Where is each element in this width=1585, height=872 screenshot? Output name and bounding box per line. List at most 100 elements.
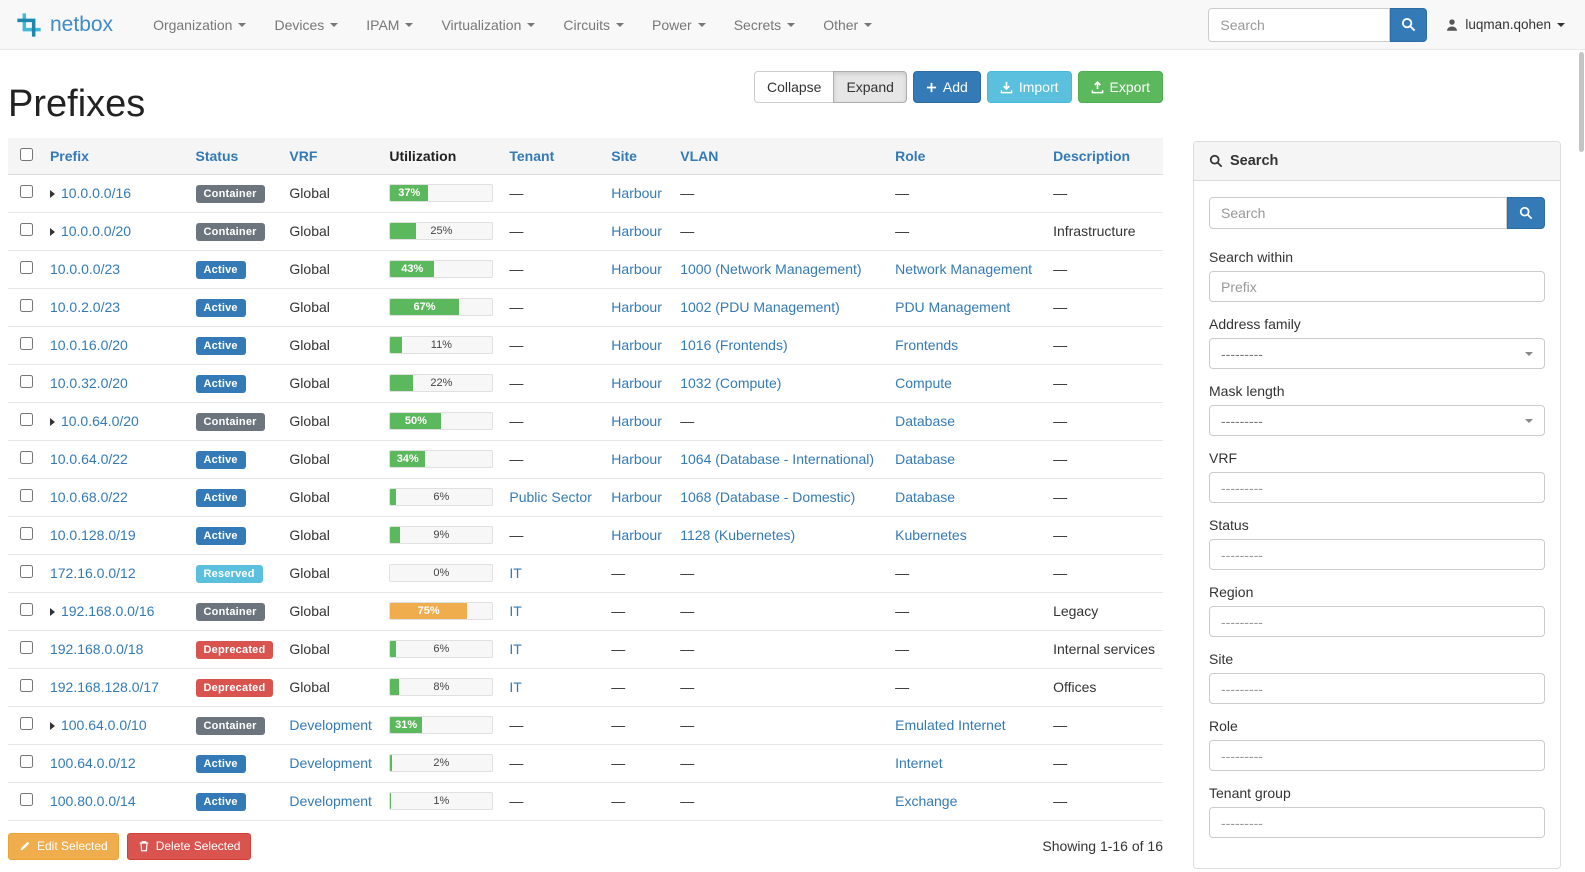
tenant-link[interactable]: IT <box>509 603 522 620</box>
site-link[interactable]: Harbour <box>611 527 662 544</box>
filter-input-vrf[interactable] <box>1209 472 1545 503</box>
prefix-link[interactable]: 10.0.0.0/16 <box>60 185 132 202</box>
column-header-vrf[interactable]: VRF <box>281 137 382 175</box>
prefix-link[interactable]: 10.0.2.0/23 <box>49 299 121 316</box>
nav-item-virtualization[interactable]: Virtualization <box>427 0 549 50</box>
column-header-description[interactable]: Description <box>1045 137 1163 175</box>
prefix-link[interactable]: 10.0.0.0/23 <box>49 261 121 278</box>
row-checkbox[interactable] <box>20 337 33 351</box>
prefix-link[interactable]: 10.0.0.0/20 <box>60 223 132 240</box>
row-checkbox[interactable] <box>20 489 33 503</box>
expand-caret-icon[interactable] <box>49 190 55 199</box>
row-checkbox[interactable] <box>20 641 33 655</box>
role-link[interactable]: Database <box>895 413 956 430</box>
site-link[interactable]: Harbour <box>611 375 662 392</box>
column-header-prefix[interactable]: Prefix <box>41 137 188 175</box>
collapse-button[interactable]: Collapse <box>753 71 835 103</box>
row-checkbox[interactable] <box>20 413 33 427</box>
vlan-link[interactable]: 1068 (Database - Domestic) <box>680 489 856 506</box>
row-checkbox[interactable] <box>20 793 33 807</box>
row-checkbox[interactable] <box>20 527 33 541</box>
row-checkbox[interactable] <box>20 451 33 465</box>
row-checkbox[interactable] <box>20 755 33 769</box>
column-header-tenant[interactable]: Tenant <box>501 137 604 175</box>
expand-caret-icon[interactable] <box>49 722 55 731</box>
column-header-role[interactable]: Role <box>887 137 1046 175</box>
role-link[interactable]: PDU Management <box>895 299 1011 316</box>
tenant-link[interactable]: IT <box>509 565 522 582</box>
row-checkbox[interactable] <box>20 185 33 199</box>
vlan-link[interactable]: 1000 (Network Management) <box>680 261 862 278</box>
tenant-link[interactable]: Public Sector <box>509 489 592 506</box>
nav-item-circuits[interactable]: Circuits <box>549 0 638 50</box>
filter-input-search-within[interactable] <box>1209 271 1545 302</box>
column-header-status[interactable]: Status <box>187 137 282 175</box>
filter-select-mask-length[interactable]: --------- <box>1209 405 1545 436</box>
scrollbar-thumb[interactable] <box>1579 52 1584 152</box>
prefix-link[interactable]: 10.0.64.0/22 <box>49 451 128 468</box>
vlan-link[interactable]: 1064 (Database - International) <box>680 451 875 468</box>
nav-item-devices[interactable]: Devices <box>260 0 352 50</box>
nav-item-organization[interactable]: Organization <box>139 0 260 50</box>
netbox-brand[interactable]: netbox <box>15 11 113 39</box>
vrf-link[interactable]: Development <box>289 717 372 734</box>
site-link[interactable]: Harbour <box>611 261 662 278</box>
site-link[interactable]: Harbour <box>611 223 662 240</box>
row-checkbox[interactable] <box>20 679 33 693</box>
row-checkbox[interactable] <box>20 565 33 579</box>
filter-select-address-family[interactable]: --------- <box>1209 338 1545 369</box>
edit-selected-button[interactable]: Edit Selected <box>8 832 119 860</box>
prefix-link[interactable]: 10.0.68.0/22 <box>49 489 128 506</box>
nav-item-ipam[interactable]: IPAM <box>352 0 427 50</box>
row-checkbox[interactable] <box>20 261 33 275</box>
role-link[interactable]: Network Management <box>895 261 1033 278</box>
delete-selected-button[interactable]: Delete Selected <box>126 832 252 860</box>
site-link[interactable]: Harbour <box>611 185 662 202</box>
row-checkbox[interactable] <box>20 299 33 313</box>
row-checkbox[interactable] <box>20 717 33 731</box>
user-menu[interactable]: luqman.qohen <box>1445 17 1565 32</box>
prefix-link[interactable]: 10.0.64.0/20 <box>60 413 139 430</box>
prefix-link[interactable]: 100.80.0.0/14 <box>49 793 136 810</box>
scrollbar[interactable] <box>1579 52 1584 867</box>
prefix-link[interactable]: 192.168.0.0/16 <box>60 603 155 620</box>
role-link[interactable]: Emulated Internet <box>895 717 1006 734</box>
site-link[interactable]: Harbour <box>611 337 662 354</box>
filter-input-status[interactable] <box>1209 539 1545 570</box>
filter-input-region[interactable] <box>1209 606 1545 637</box>
prefix-link[interactable]: 192.168.128.0/17 <box>49 679 159 696</box>
site-link[interactable]: Harbour <box>611 489 662 506</box>
row-checkbox[interactable] <box>20 375 33 389</box>
expand-caret-icon[interactable] <box>49 228 55 237</box>
prefix-link[interactable]: 10.0.32.0/20 <box>49 375 128 392</box>
tenant-link[interactable]: IT <box>509 641 522 658</box>
role-link[interactable]: Database <box>895 489 956 506</box>
prefix-link[interactable]: 100.64.0.0/12 <box>49 755 136 772</box>
filter-input-site[interactable] <box>1209 673 1545 704</box>
filter-input-role[interactable] <box>1209 740 1545 771</box>
role-link[interactable]: Kubernetes <box>895 527 967 544</box>
nav-item-power[interactable]: Power <box>638 0 720 50</box>
column-header-vlan[interactable]: VLAN <box>672 137 888 175</box>
select-all-checkbox[interactable] <box>20 147 33 161</box>
vrf-link[interactable]: Development <box>289 755 372 772</box>
role-link[interactable]: Database <box>895 451 956 468</box>
expand-caret-icon[interactable] <box>49 608 55 617</box>
vlan-link[interactable]: 1032 (Compute) <box>680 375 782 392</box>
role-link[interactable]: Compute <box>895 375 952 392</box>
nav-item-other[interactable]: Other <box>809 0 886 50</box>
navbar-search-input[interactable] <box>1208 7 1391 42</box>
filter-input-tenant-group[interactable] <box>1209 807 1545 838</box>
column-header-site[interactable]: Site <box>603 137 673 175</box>
import-button[interactable]: Import <box>986 71 1072 103</box>
expand-button[interactable]: Expand <box>833 71 907 103</box>
prefix-link[interactable]: 100.64.0.0/10 <box>60 717 147 734</box>
vlan-link[interactable]: 1016 (Frontends) <box>680 337 788 354</box>
prefix-link[interactable]: 10.0.16.0/20 <box>49 337 128 354</box>
filter-search-button[interactable] <box>1507 197 1545 229</box>
filter-search-input[interactable] <box>1209 197 1507 229</box>
role-link[interactable]: Exchange <box>895 793 958 810</box>
site-link[interactable]: Harbour <box>611 413 662 430</box>
navbar-search-button[interactable] <box>1390 7 1428 42</box>
tenant-link[interactable]: IT <box>509 679 522 696</box>
